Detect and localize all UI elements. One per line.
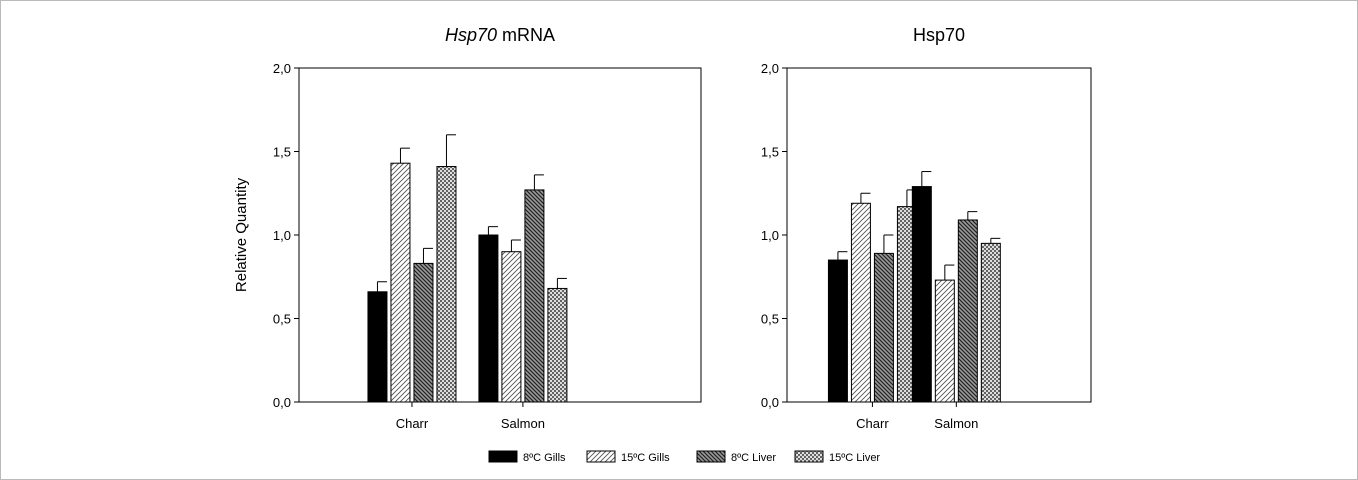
- x-tick-label: Charr: [396, 416, 429, 431]
- legend-swatch: [696, 450, 726, 463]
- bar-charr-1: [827, 259, 848, 403]
- y-tick-label: 1,5: [761, 145, 779, 160]
- y-tick-label: 0,0: [273, 395, 291, 410]
- bar-salmon-3: [524, 189, 545, 403]
- bar-salmon-2: [501, 251, 522, 403]
- legend-label: 15ºC Gills: [621, 452, 670, 464]
- x-tick-label: Salmon: [934, 416, 978, 431]
- y-tick-label: 1,0: [761, 228, 779, 243]
- y-tick-label: 0,0: [761, 395, 779, 410]
- bar-charr-3: [413, 262, 434, 403]
- chart-title-rest: mRNA: [497, 25, 555, 45]
- bar-salmon-4: [547, 287, 568, 403]
- y-tick-label: 1,0: [273, 228, 291, 243]
- chart-panel-2: Hsp70 0,0 0,5 1,0 1,5 2,0 Charr Salmon: [761, 25, 1092, 431]
- y-axis-label: Relative Quantity: [233, 177, 250, 292]
- bar-salmon-4: [980, 242, 1001, 403]
- chart-panel-1: Hsp70 mRNA 0,0 0,5 1,0 1,5 2,0 Relative Quanti…: [233, 25, 702, 431]
- bar-salmon-3: [957, 219, 978, 403]
- bar-charr-4: [436, 166, 457, 403]
- y-tick-label: 2,0: [761, 61, 779, 76]
- chart-title-italic: Hsp70: [445, 25, 497, 45]
- y-tick-label: 0,5: [273, 312, 291, 327]
- legend-label: 15ºC Liver: [829, 452, 880, 464]
- x-tick-label: Salmon: [501, 416, 545, 431]
- bar-salmon-2: [934, 279, 955, 403]
- bar-charr-3: [873, 252, 894, 403]
- y-tick-label: 0,5: [761, 312, 779, 327]
- y-tick-label: 1,5: [273, 145, 291, 160]
- chart-title: Hsp70: [913, 25, 965, 45]
- chart-title: Hsp70 mRNA: [445, 25, 555, 45]
- legend-label: 8ºC Liver: [731, 452, 776, 464]
- plot-area-border: [786, 67, 1092, 403]
- bar-charr-1: [367, 291, 388, 403]
- plot-area-border: [298, 67, 702, 403]
- x-tick-label: Charr: [856, 416, 889, 431]
- legend-label: 8ºC Gills: [523, 452, 566, 464]
- y-tick-label: 2,0: [273, 61, 291, 76]
- chart-legend: 8ºC Gills 15ºC Gills 8ºC Liver 15ºC Liver: [488, 450, 880, 464]
- bar-salmon-1: [911, 186, 932, 403]
- bar-salmon-1: [478, 234, 499, 403]
- legend-swatch: [586, 450, 616, 463]
- bar-charr-2: [390, 162, 411, 403]
- legend-swatch: [794, 450, 824, 463]
- bar-charr-2: [850, 202, 871, 403]
- legend-swatch: [488, 450, 518, 463]
